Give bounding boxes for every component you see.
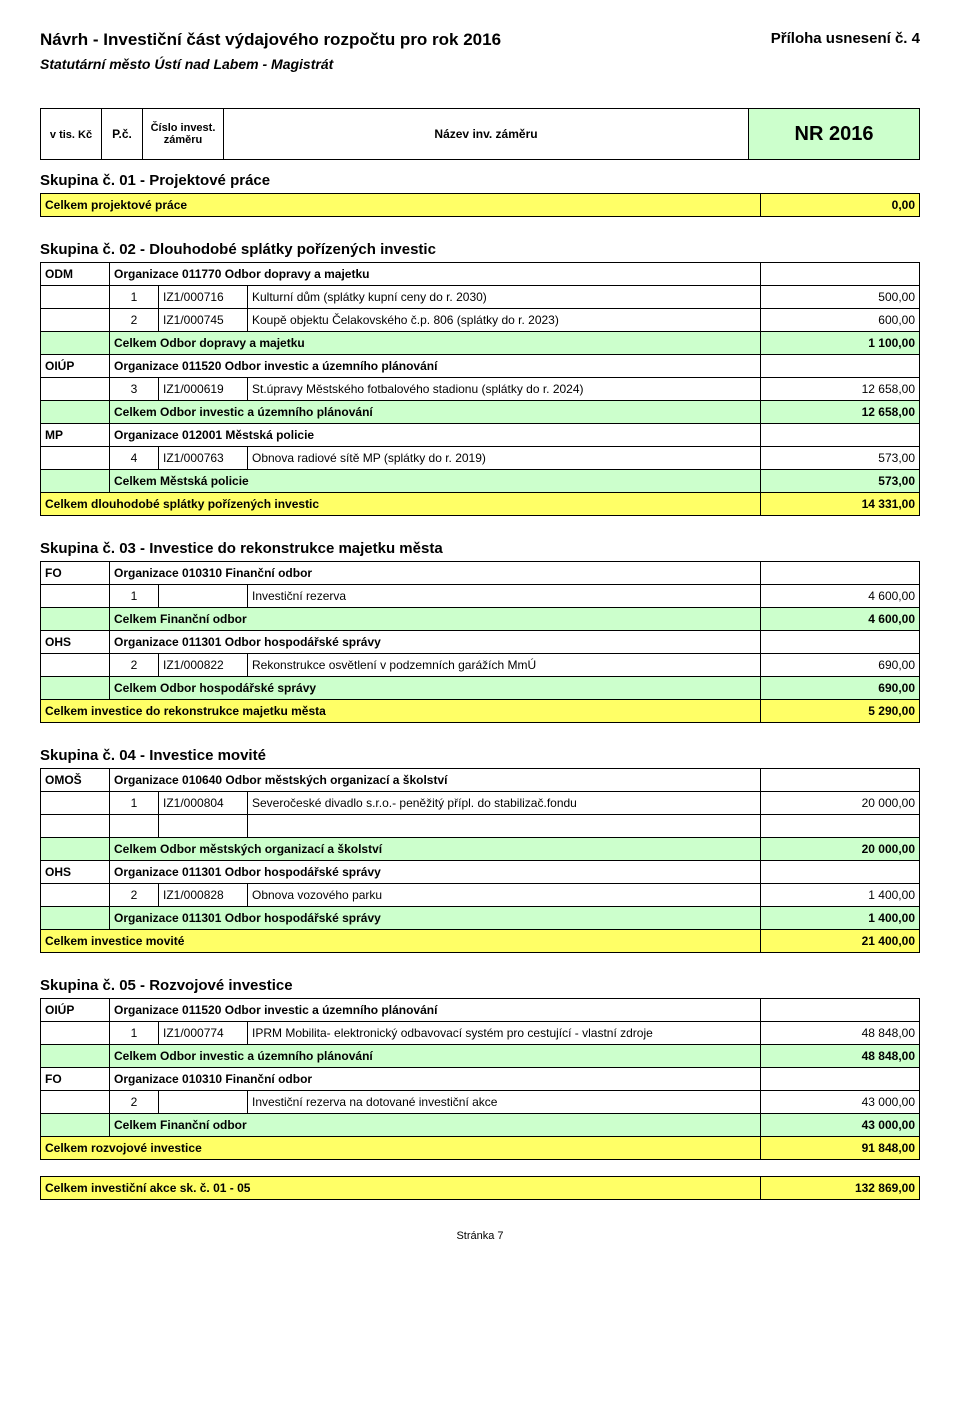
g5-row2: 2 Investiční rezerva na dotované investi…	[41, 1091, 920, 1114]
grand-total-label: Celkem investiční akce sk. č. 01 - 05	[41, 1177, 761, 1200]
g2-oiup-row: OIÚP Organizace 011520 Odbor investic a …	[41, 355, 920, 378]
grand-total-table: Celkem investiční akce sk. č. 01 - 05 13…	[40, 1176, 920, 1200]
unit-text: v tis. Kč	[50, 129, 92, 141]
g2-odm-org: Organizace 011770 Odbor dopravy a majetk…	[110, 263, 761, 286]
g4-total: Celkem investice movité 21 400,00	[41, 930, 920, 953]
group2-table: ODM Organizace 011770 Odbor dopravy a ma…	[40, 262, 920, 516]
g2-odm-row: ODM Organizace 011770 Odbor dopravy a ma…	[41, 263, 920, 286]
g4-sum1: Celkem Odbor městských organizací a škol…	[41, 838, 920, 861]
g4-omos-row: OMOŠ Organizace 010640 Odbor městských o…	[41, 769, 920, 792]
g3-total: Celkem investice do rekonstrukce majetku…	[41, 700, 920, 723]
g4-ohs-row: OHS Organizace 011301 Odbor hospodářské …	[41, 861, 920, 884]
g5-row1: 1 IZ1/000774 IPRM Mobilita- elektronický…	[41, 1022, 920, 1045]
group3-title: Skupina č. 03 - Investice do rekonstrukc…	[40, 540, 920, 557]
g2-row1: 1 IZ1/000716 Kulturní dům (splátky kupní…	[41, 286, 920, 309]
g2-sum2: Celkem Odbor investic a územního plánová…	[41, 401, 920, 424]
hdr-unit: v tis. Kč	[41, 109, 102, 159]
g4-row2: 2 IZ1/000828 Obnova vozového parku 1 400…	[41, 884, 920, 907]
g2-odm-abbr: ODM	[41, 263, 110, 286]
g2-total: Celkem dlouhodobé splátky pořízených inv…	[41, 493, 920, 516]
g4-row1: 1 IZ1/000804 Severočeské divadlo s.r.o.-…	[41, 792, 920, 815]
group4-title: Skupina č. 04 - Investice movité	[40, 747, 920, 764]
g2-sum1: Celkem Odbor dopravy a majetku 1 100,00	[41, 332, 920, 355]
g4-spacer	[41, 815, 920, 838]
hdr-cislo: Číslo invest. záměru	[143, 109, 224, 159]
g3-row1: 1 Investiční rezerva 4 600,00	[41, 585, 920, 608]
group4-table: OMOŠ Organizace 010640 Odbor městských o…	[40, 768, 920, 953]
g5-fo-row: FO Organizace 010310 Finanční odbor	[41, 1068, 920, 1091]
hdr-pc: P.č.	[102, 109, 143, 159]
grand-total-val: 132 869,00	[761, 1177, 920, 1200]
g3-fo-row: FO Organizace 010310 Finanční odbor	[41, 562, 920, 585]
group2-title: Skupina č. 02 - Dlouhodobé splátky poříz…	[40, 241, 920, 258]
g5-oiup-row: OIÚP Organizace 011520 Odbor investic a …	[41, 999, 920, 1022]
g4-sum2: Organizace 011301 Odbor hospodářské sprá…	[41, 907, 920, 930]
g2-mp-row: MP Organizace 012001 Městská policie	[41, 424, 920, 447]
grand-total-row: Celkem investiční akce sk. č. 01 - 05 13…	[41, 1177, 920, 1200]
g2-row4: 4 IZ1/000763 Obnova radiové sítě MP (spl…	[41, 447, 920, 470]
group1-total-row: Celkem projektové práce 0,00	[41, 194, 920, 217]
title-left: Návrh - Investiční část výdajového rozpo…	[40, 30, 501, 50]
group1-total-val: 0,00	[761, 194, 920, 217]
group1-title: Skupina č. 01 - Projektové práce	[40, 172, 920, 189]
g5-sum2: Celkem Finanční odbor 43 000,00	[41, 1114, 920, 1137]
group3-table: FO Organizace 010310 Finanční odbor 1 In…	[40, 561, 920, 723]
hdr-nazev: Název inv. záměru	[224, 109, 749, 159]
doc-header: Návrh - Investiční část výdajového rozpo…	[40, 30, 920, 50]
group1-total-label: Celkem projektové práce	[41, 194, 761, 217]
g2-row2: 2 IZ1/000745 Koupě objektu Čelakovského …	[41, 309, 920, 332]
g2-sum3: Celkem Městská policie 573,00	[41, 470, 920, 493]
g3-sum1: Celkem Finanční odbor 4 600,00	[41, 608, 920, 631]
page-footer: Stránka 7	[40, 1230, 920, 1242]
subtitle: Statutární město Ústí nad Labem - Magist…	[40, 56, 920, 72]
g2-row3: 3 IZ1/000619 St.úpravy Městského fotbalo…	[41, 378, 920, 401]
g3-row2: 2 IZ1/000822 Rekonstrukce osvětlení v po…	[41, 654, 920, 677]
column-header-row: v tis. Kč P.č. Číslo invest. záměru Náze…	[40, 108, 920, 160]
group5-title: Skupina č. 05 - Rozvojové investice	[40, 977, 920, 994]
group1-table: Celkem projektové práce 0,00	[40, 193, 920, 217]
g3-sum2: Celkem Odbor hospodářské správy 690,00	[41, 677, 920, 700]
g3-ohs-row: OHS Organizace 011301 Odbor hospodářské …	[41, 631, 920, 654]
g5-total: Celkem rozvojové investice 91 848,00	[41, 1137, 920, 1160]
hdr-nr: NR 2016	[749, 109, 919, 159]
g5-sum1: Celkem Odbor investic a územního plánová…	[41, 1045, 920, 1068]
title-right: Příloha usnesení č. 4	[771, 30, 920, 47]
group5-table: OIÚP Organizace 011520 Odbor investic a …	[40, 998, 920, 1160]
